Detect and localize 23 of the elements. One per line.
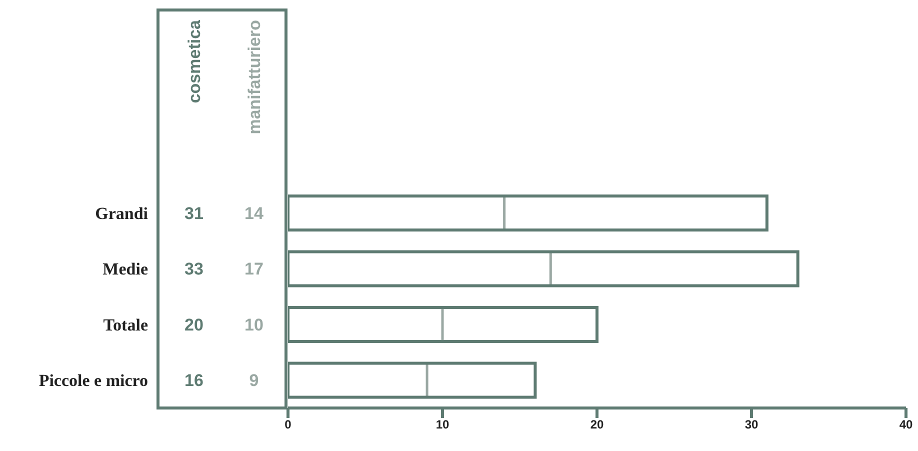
x-tick-label: 30 [744,418,758,432]
data-label: 33 [184,260,204,279]
bar [288,194,768,232]
bar [288,250,800,288]
text: manifatturiero [245,20,264,134]
data-label: 17 [244,260,264,279]
bar [288,362,537,399]
x-tick-label: 10 [436,418,450,432]
y-tick-label: Totale [103,315,148,334]
data-label: 20 [184,315,204,334]
y-tick-label: Piccole e micro [38,371,148,390]
x-tick-label: 0 [284,418,292,432]
y-tick-label: Medie [102,260,148,279]
data-label: 31 [184,204,204,223]
data-label: 14 [244,204,264,223]
data-label: 10 [244,315,264,334]
x-tick-label: 20 [590,418,604,432]
bar [288,306,598,343]
y-tick-label: Grandi [95,204,148,223]
x-tick-label: 40 [899,418,913,432]
data-label: 9 [249,371,259,390]
text: cosmetica [185,19,204,104]
data-label: 16 [184,371,204,390]
